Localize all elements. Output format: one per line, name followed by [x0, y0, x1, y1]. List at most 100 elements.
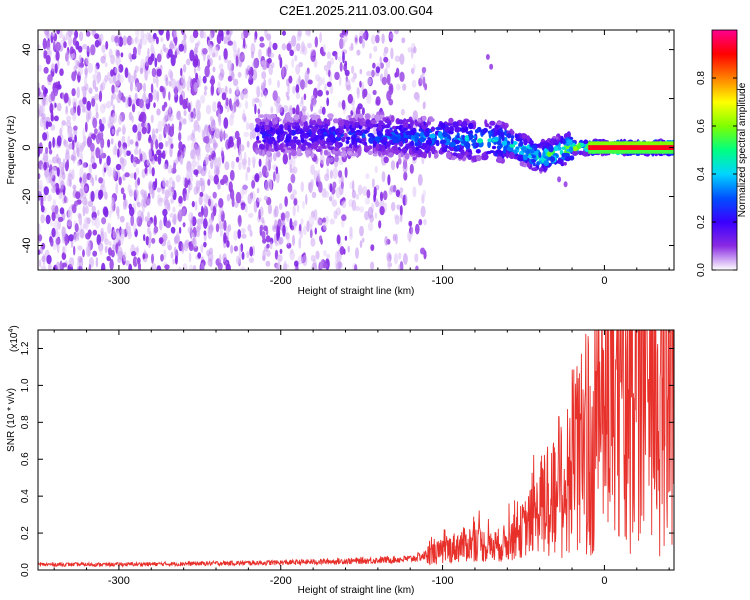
heatmap-cell	[303, 120, 308, 128]
heatmap-cell	[153, 215, 157, 227]
heatmap-cell	[148, 134, 152, 142]
heatmap-cell	[127, 233, 132, 240]
heatmap-cell	[143, 191, 147, 200]
x-tick-label: -300	[108, 575, 130, 587]
heatmap-cell	[75, 191, 81, 200]
heatmap-cell	[284, 196, 288, 207]
heatmap-cell	[314, 227, 317, 235]
y-tick-label: -20	[21, 189, 33, 205]
heatmap-cell	[200, 244, 204, 254]
heatmap-cell	[588, 141, 674, 146]
heatmap-cell	[394, 215, 400, 225]
heatmap-cell	[230, 102, 237, 114]
y-tick-label: -40	[21, 238, 33, 254]
heatmap-cell	[157, 120, 163, 132]
heatmap-cell	[189, 218, 193, 230]
heatmap-cell	[88, 87, 93, 94]
heatmap-cell	[495, 149, 502, 155]
heatmap-cell	[328, 69, 331, 78]
heatmap-cell	[366, 189, 371, 199]
heatmap-cell	[421, 143, 426, 149]
heatmap-cell	[210, 83, 215, 96]
heatmap-cell	[54, 102, 57, 108]
heatmap-cell	[119, 215, 125, 223]
heatmap-cell	[179, 94, 184, 106]
heatmap-cell	[147, 56, 153, 66]
heatmap-cell	[43, 120, 47, 131]
heatmap-cell	[400, 108, 405, 116]
heatmap-cell	[306, 220, 310, 233]
heatmap-cell	[372, 153, 378, 157]
heatmap-cell	[51, 227, 56, 238]
heatmap-cell	[339, 129, 345, 134]
heatmap-cell	[204, 85, 208, 91]
heatmap-cell	[86, 239, 91, 251]
heatmap-cell	[362, 186, 368, 196]
heatmap-cell	[290, 149, 297, 157]
heatmap-cell	[282, 224, 286, 237]
heatmap-cell	[181, 242, 185, 252]
heatmap-cell	[337, 101, 342, 108]
heatmap-cell	[92, 79, 97, 90]
heatmap-cell	[435, 126, 442, 131]
heatmap-cell	[231, 160, 235, 170]
heatmap-cell	[193, 81, 198, 93]
heatmap-cell	[292, 234, 295, 246]
heatmap-cell	[501, 135, 505, 142]
heatmap-cell	[431, 139, 435, 145]
heatmap-cell	[304, 150, 312, 156]
heatmap-cell	[282, 153, 288, 165]
heatmap-cell	[498, 131, 505, 137]
heatmap-cell	[362, 32, 367, 40]
heatmap-cell	[235, 55, 239, 67]
heatmap-cell	[147, 211, 150, 222]
heatmap-cell	[57, 59, 60, 70]
colorbar-label: Normalized spectral amplitude	[737, 82, 748, 217]
heatmap-cell	[259, 42, 265, 48]
heatmap-cell	[484, 123, 490, 128]
heatmap-cell	[129, 139, 134, 145]
heatmap-cell	[120, 228, 125, 235]
heatmap-cell	[73, 125, 78, 131]
snr-frame	[37, 329, 675, 571]
heatmap-cell	[294, 115, 298, 120]
heatmap-cell	[241, 251, 245, 260]
heatmap-cell	[139, 153, 143, 162]
heatmap-cell	[203, 31, 207, 39]
heatmap-cell	[61, 232, 65, 244]
heatmap-cell	[205, 104, 212, 115]
heatmap-cell	[127, 135, 131, 147]
heatmap-cell	[238, 161, 242, 171]
heatmap-cell	[192, 30, 199, 39]
heatmap-cell	[111, 92, 117, 100]
heatmap-cell	[225, 263, 231, 270]
heatmap-cell	[183, 110, 187, 117]
heatmap-cell	[147, 198, 151, 206]
heatmap-cell	[168, 126, 175, 137]
heatmap-cell	[562, 138, 566, 145]
heatmap-cell	[189, 166, 193, 176]
heatmap-cell	[98, 189, 103, 200]
heatmap-cell	[296, 148, 302, 156]
heatmap-cell	[323, 149, 329, 156]
heatmap-cell	[297, 255, 304, 265]
heatmap-cell	[152, 89, 158, 101]
heatmap-cell	[168, 69, 173, 79]
heatmap-cell	[241, 233, 247, 239]
heatmap-cell	[332, 167, 339, 180]
heatmap-cell	[82, 96, 87, 105]
heatmap-cell	[468, 122, 474, 130]
heatmap-cell	[76, 86, 80, 99]
heatmap-cell	[98, 33, 104, 42]
heatmap-cell	[115, 48, 118, 57]
heatmap-cell	[139, 38, 143, 50]
heatmap-cell	[141, 126, 147, 135]
heatmap-cell	[283, 105, 289, 113]
heatmap-cell	[333, 210, 338, 220]
heatmap-cell	[178, 195, 183, 204]
heatmap-cell	[351, 76, 356, 83]
heatmap-cell	[181, 208, 187, 217]
heatmap-cell	[193, 169, 199, 176]
heatmap-cell	[421, 115, 427, 122]
heatmap-cell	[278, 203, 283, 210]
